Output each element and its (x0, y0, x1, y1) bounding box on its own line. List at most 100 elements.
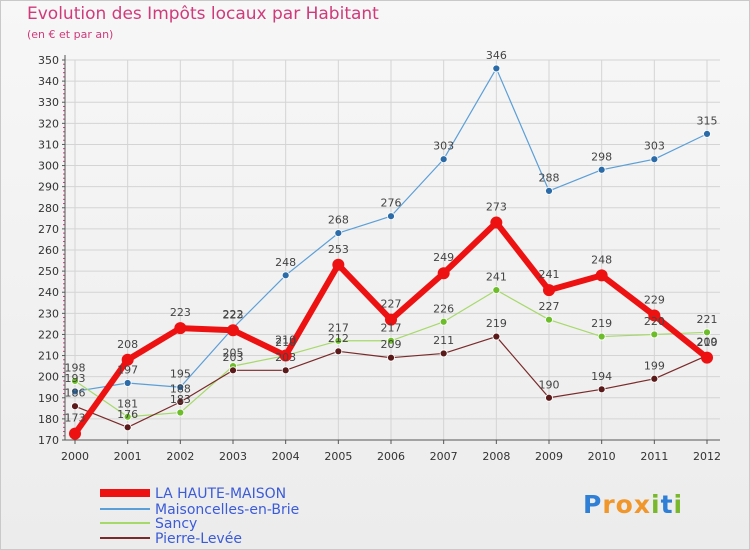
data-point (332, 258, 345, 271)
data-point (492, 286, 501, 295)
data-point (439, 155, 448, 164)
data-label: 190 (539, 378, 560, 391)
data-point (439, 349, 448, 358)
logo-letter: o (615, 490, 634, 519)
data-label: 217 (381, 321, 402, 334)
data-point (174, 322, 187, 335)
data-label: 223 (223, 309, 244, 322)
data-label: 209 (381, 338, 402, 351)
data-label: 203 (223, 351, 244, 364)
series-lines (69, 64, 713, 440)
data-point (648, 309, 661, 322)
data-label: 210 (275, 336, 296, 349)
x-tick-label: 2011 (640, 450, 668, 463)
y-tick-label: 230 (38, 307, 59, 320)
data-point (123, 423, 132, 432)
data-point (387, 336, 395, 345)
data-label: 205 (223, 347, 244, 360)
data-label: 195 (170, 368, 191, 381)
data-point (387, 353, 395, 362)
data-point (176, 398, 185, 406)
chart-subtitle: (en € et par an) (27, 28, 114, 41)
data-label: 241 (539, 268, 560, 281)
data-label: 197 (117, 364, 138, 377)
data-label: 288 (539, 171, 560, 184)
x-tick-label: 2009 (535, 450, 563, 463)
data-label: 298 (591, 150, 612, 163)
data-point (492, 64, 501, 73)
logo-letter: t (660, 490, 674, 519)
y-tick-label: 290 (38, 181, 59, 194)
data-point (597, 385, 606, 394)
data-label: 212 (328, 332, 349, 345)
legend-label: Pierre-Levée (155, 531, 242, 547)
data-point (123, 412, 132, 421)
data-point (492, 332, 501, 341)
data-label: 221 (697, 313, 718, 326)
data-label: 210 (275, 334, 296, 347)
y-tick-label: 260 (38, 244, 59, 257)
y-tick-label: 280 (38, 202, 59, 215)
data-labels: 193 197 195 223 248 268 276 303 346 288 298 303 315 1… (65, 49, 718, 425)
x-tick-label: 2001 (114, 450, 142, 463)
y-tick-label: 190 (38, 392, 59, 405)
data-label: 276 (381, 197, 402, 210)
data-point (545, 393, 553, 402)
y-tick-label: 270 (38, 223, 59, 236)
data-point (650, 330, 659, 339)
x-tick-label: 2010 (588, 450, 616, 463)
chart-title: Evolution des Impôts locaux par Habitant (27, 4, 379, 24)
logo-letter: P (583, 490, 603, 519)
data-point (334, 336, 343, 345)
y-tick-label: 340 (38, 75, 59, 88)
data-point (490, 216, 503, 229)
logo-letter: r (602, 490, 616, 519)
data-point (121, 353, 134, 366)
logo-letter: x (633, 490, 651, 519)
data-label: 227 (381, 298, 402, 311)
data-point (543, 284, 555, 297)
data-point (229, 366, 237, 375)
data-label: 223 (170, 306, 191, 319)
data-point (387, 212, 395, 221)
data-point (650, 155, 659, 164)
data-point (703, 328, 711, 337)
data-label: 248 (275, 256, 296, 269)
data-label: 181 (117, 397, 138, 410)
data-point (71, 387, 79, 396)
data-label: 219 (486, 317, 507, 330)
data-point (176, 408, 185, 417)
grid-lines (65, 59, 720, 441)
y-tick-label: 320 (38, 117, 59, 130)
data-point (123, 379, 132, 387)
data-label: 253 (328, 243, 349, 256)
data-point (545, 186, 553, 195)
x-tick-label: 2012 (693, 450, 721, 463)
x-tick-label: 2008 (482, 450, 510, 463)
y-tick-label: 350 (38, 54, 59, 67)
logo-letter: i (651, 490, 661, 519)
data-label: 303 (644, 140, 665, 153)
data-point (279, 349, 292, 362)
data-point (703, 129, 711, 138)
data-point (545, 315, 553, 324)
data-point (334, 347, 343, 356)
data-point (71, 376, 79, 385)
legend-label: Sancy (155, 516, 197, 532)
data-label: 268 (328, 214, 349, 227)
data-label: 209 (697, 336, 718, 349)
x-tick-label: 2006 (377, 450, 405, 463)
data-label: 186 (65, 387, 86, 400)
data-label: 248 (591, 253, 612, 266)
data-label: 219 (591, 317, 612, 330)
legend: LA HAUTE-MAISONMaisoncelles-en-BrieSancy… (100, 486, 299, 547)
data-label: 241 (486, 271, 507, 284)
data-point (385, 313, 397, 326)
data-point (597, 332, 606, 341)
y-tick-label: 200 (38, 371, 59, 384)
y-tick-label: 300 (38, 160, 59, 173)
y-tick-label: 250 (38, 265, 59, 278)
data-label: 176 (117, 408, 138, 421)
x-tick-label: 2003 (219, 450, 247, 463)
